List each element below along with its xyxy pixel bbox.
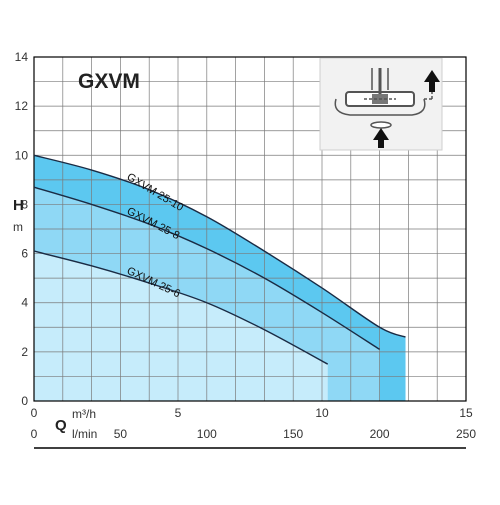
plot-frame xyxy=(33,56,467,402)
chart-title: GXVM xyxy=(78,70,140,93)
x-primary-tick-label: 0 xyxy=(31,406,38,420)
series-curves xyxy=(33,154,406,365)
x-axis-secondary-unit: l/min xyxy=(72,427,97,441)
grid-lines xyxy=(33,56,467,402)
x-secondary-tick-label: 250 xyxy=(456,427,476,441)
x-primary-tick-label: 5 xyxy=(175,406,182,420)
x-primary-tick-label: 15 xyxy=(459,406,473,420)
y-axis-unit: m xyxy=(13,220,23,234)
x-secondary-tick-label: 50 xyxy=(114,427,128,441)
y-tick-label: 2 xyxy=(21,345,28,359)
y-tick-label: 8 xyxy=(21,197,28,211)
y-tick-label: 6 xyxy=(21,247,28,261)
x-secondary-tick-label: 150 xyxy=(283,427,303,441)
y-tick-label: 10 xyxy=(15,148,29,162)
pump-diagram-icon xyxy=(319,57,443,151)
x-axis-label: Q xyxy=(55,417,67,434)
y-tick-label: 0 xyxy=(21,394,28,408)
series-curve-2 xyxy=(33,250,329,365)
x-axis-primary-unit: m³/h xyxy=(72,407,96,421)
band-2 xyxy=(34,251,328,401)
y-tick-label: 12 xyxy=(15,99,29,113)
series-curve-1 xyxy=(33,186,380,350)
y-axis-label: H xyxy=(13,197,24,214)
y-tick-label: 14 xyxy=(15,50,29,64)
y-tick-label: 4 xyxy=(21,296,28,310)
series-curve-0 xyxy=(33,154,406,338)
x-secondary-tick-label: 0 xyxy=(31,427,38,441)
x-secondary-tick-label: 100 xyxy=(197,427,217,441)
x-primary-tick-label: 10 xyxy=(315,406,329,420)
x-secondary-tick-label: 200 xyxy=(370,427,390,441)
